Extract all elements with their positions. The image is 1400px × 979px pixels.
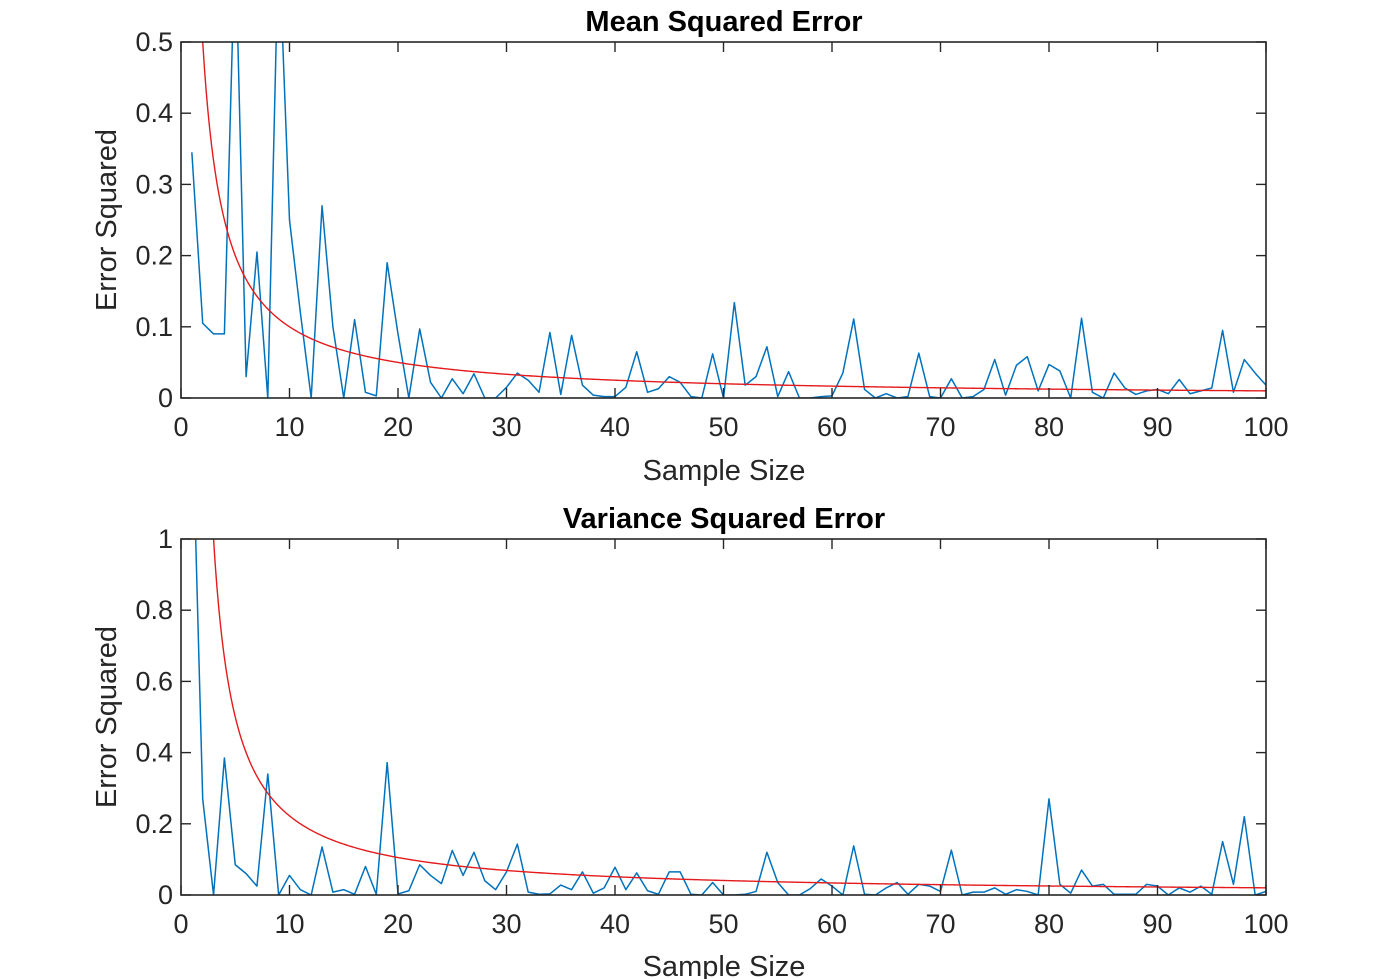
subplot-variance-squared-error: Variance Squared Error 0 10 20 30 40 50 60 70 80… bbox=[91, 503, 1289, 979]
error-series-line bbox=[191, 42, 1266, 398]
x-tick-label: 0 bbox=[173, 412, 188, 442]
x-tick-label: 60 bbox=[817, 909, 847, 939]
x-tick-labels: 0 10 20 30 40 50 60 70 80 90 100 bbox=[173, 909, 1288, 939]
x-tick-label: 70 bbox=[925, 909, 955, 939]
reference-curve bbox=[202, 42, 1266, 392]
x-tick-label: 80 bbox=[1034, 909, 1064, 939]
y-tick-label: 0 bbox=[158, 880, 173, 910]
y-tick-label: 0 bbox=[158, 383, 173, 413]
x-tick-label: 30 bbox=[491, 909, 521, 939]
x-tick-label: 40 bbox=[600, 412, 630, 442]
x-tick-label: 70 bbox=[925, 412, 955, 442]
y-tick-label: 0.6 bbox=[135, 666, 173, 696]
y-tick-labels: 0 0.1 0.2 0.3 0.4 0.5 bbox=[135, 27, 173, 413]
x-tick-label: 20 bbox=[383, 909, 413, 939]
x-tick-label: 10 bbox=[274, 412, 304, 442]
x-tick-label: 60 bbox=[817, 412, 847, 442]
x-tick-label: 50 bbox=[708, 412, 738, 442]
reference-curve bbox=[212, 539, 1266, 889]
x-tick-label: 90 bbox=[1142, 412, 1172, 442]
plot-area bbox=[194, 539, 1266, 895]
y-tick-label: 1 bbox=[158, 524, 173, 554]
x-tick-label: 40 bbox=[600, 909, 630, 939]
y-tick-label: 0.8 bbox=[135, 595, 173, 625]
x-tick-label: 100 bbox=[1243, 909, 1288, 939]
chart-title: Variance Squared Error bbox=[563, 503, 885, 535]
tick-marks bbox=[180, 538, 1267, 896]
x-tick-labels: 0 10 20 30 40 50 60 70 80 90 100 bbox=[173, 412, 1288, 442]
y-axis-label: Error Squared bbox=[91, 129, 123, 311]
y-tick-label: 0.3 bbox=[135, 169, 173, 199]
subplot-mean-squared-error: Mean Squared Error 0 10 20 30 40 50 60 70 80 90 10… bbox=[91, 6, 1289, 487]
y-tick-label: 0.5 bbox=[135, 27, 173, 57]
tick-marks bbox=[180, 41, 1267, 399]
axes-frame bbox=[180, 538, 1267, 896]
x-tick-label: 20 bbox=[383, 412, 413, 442]
x-tick-label: 0 bbox=[173, 909, 188, 939]
y-tick-label: 0.1 bbox=[135, 312, 173, 342]
x-axis-label: Sample Size bbox=[643, 455, 806, 487]
y-axis-label: Error Squared bbox=[91, 626, 123, 808]
y-tick-label: 0.4 bbox=[135, 738, 173, 768]
plot-area bbox=[191, 42, 1266, 398]
x-tick-label: 30 bbox=[491, 412, 521, 442]
x-tick-label: 80 bbox=[1034, 412, 1064, 442]
y-tick-labels: 0 0.2 0.4 0.6 0.8 1 bbox=[135, 524, 173, 910]
y-tick-label: 0.4 bbox=[135, 98, 173, 128]
x-tick-label: 100 bbox=[1243, 412, 1288, 442]
x-tick-label: 10 bbox=[274, 909, 304, 939]
chart-title: Mean Squared Error bbox=[585, 6, 862, 38]
x-tick-label: 90 bbox=[1142, 909, 1172, 939]
x-tick-label: 50 bbox=[708, 909, 738, 939]
x-axis-label: Sample Size bbox=[643, 951, 806, 979]
y-tick-label: 0.2 bbox=[135, 809, 173, 839]
error-series-line bbox=[194, 539, 1266, 895]
axes-frame bbox=[180, 41, 1267, 399]
y-tick-label: 0.2 bbox=[135, 241, 173, 271]
